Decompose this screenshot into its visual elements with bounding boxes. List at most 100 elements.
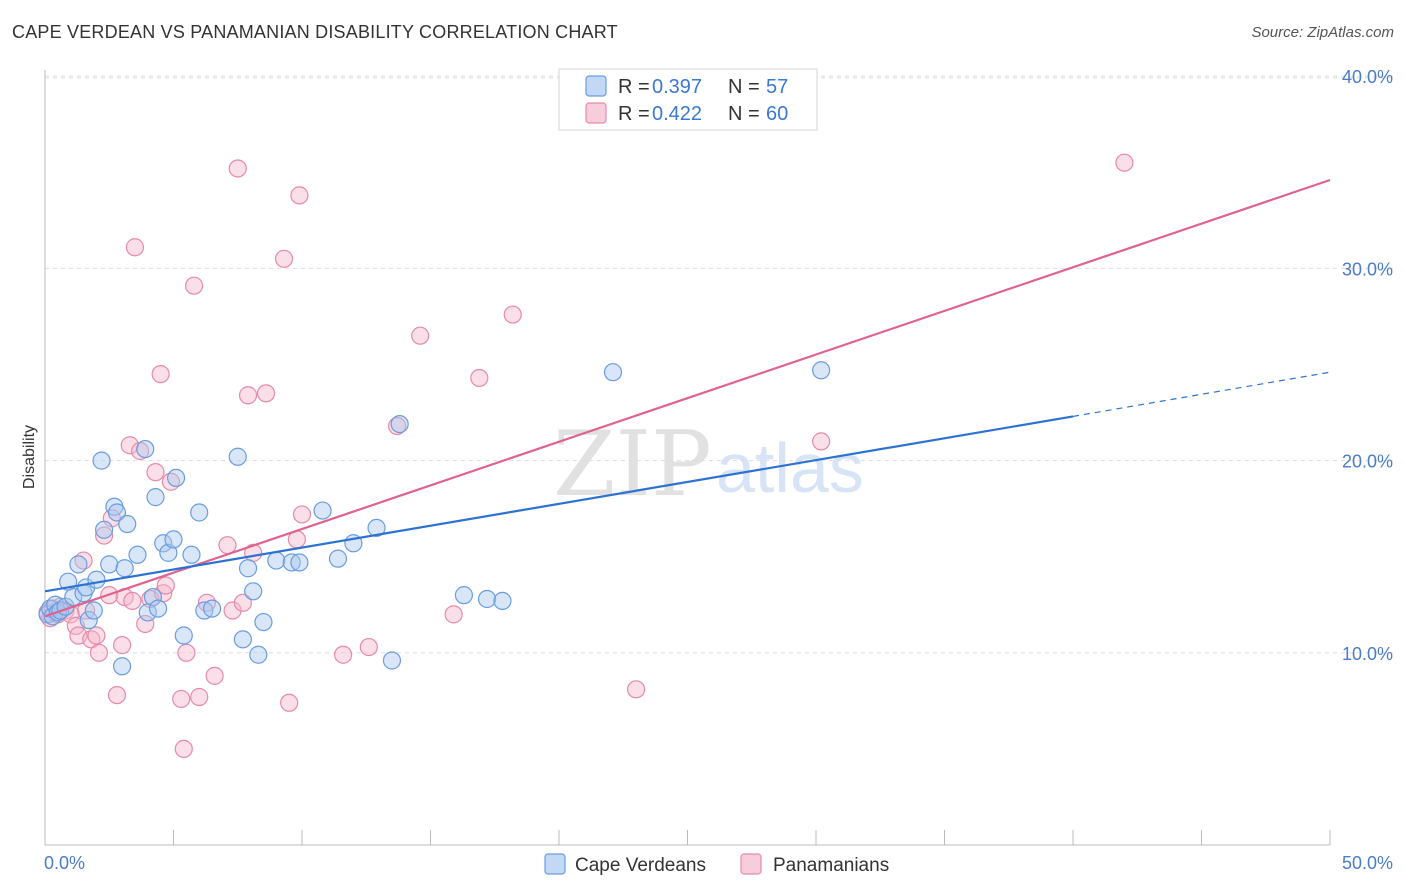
panamanian-point xyxy=(174,739,193,759)
panamanian-point xyxy=(256,384,276,403)
cape-verdean-trend-extension xyxy=(1072,371,1331,417)
cape-verdean-point xyxy=(115,559,134,578)
cape-verdean-point xyxy=(92,451,111,470)
legend-r-value-pink: 0.422 xyxy=(652,103,702,125)
source-label: Source: ZipAtlas.com xyxy=(1251,24,1394,41)
cape-verdean-point xyxy=(233,630,252,649)
x-axis-ticks xyxy=(44,830,1331,845)
cape-verdean-point xyxy=(382,651,402,670)
cape-verdean-point xyxy=(249,645,268,664)
cape-verdean-point xyxy=(166,468,186,488)
cape-verdean-point xyxy=(69,555,88,574)
cape-verdean-point xyxy=(812,361,831,380)
panamanian-point xyxy=(290,186,309,205)
trend-lines xyxy=(44,178,1331,618)
panamanian-point xyxy=(112,636,132,655)
cape-verdean-point xyxy=(328,549,348,568)
y-axis-tick-labels: 10.0% 20.0% 30.0% 40.0% xyxy=(1342,67,1393,664)
panamanian-point xyxy=(156,576,175,595)
legend-n-value-pink: 60 xyxy=(766,103,788,125)
panamanian-point xyxy=(359,637,378,657)
panamanian-point xyxy=(238,386,258,405)
cape-verdean-point xyxy=(95,520,114,539)
watermark-atlas: atlas xyxy=(716,429,864,507)
cape-verdean-point xyxy=(87,570,106,589)
panamanian-point xyxy=(292,505,312,524)
y-tick-label: 10.0% xyxy=(1342,644,1393,664)
cape-verdean-point xyxy=(390,414,409,434)
bottom-legend-label-cape-verdeans: Cape Verdeans xyxy=(575,855,706,876)
cape-verdean-point xyxy=(244,582,263,601)
panamanian-point xyxy=(626,680,646,699)
panamanian-point xyxy=(95,526,114,545)
cape-verdean-point xyxy=(174,626,193,645)
cape-verdean-point xyxy=(128,545,147,564)
panamanian-point xyxy=(107,685,127,705)
panamanian-point xyxy=(123,591,142,611)
cape-verdean-point xyxy=(112,657,132,676)
x-tick-label-min: 0.0% xyxy=(44,853,85,873)
panamanian-point xyxy=(184,276,204,295)
panamanian-point xyxy=(218,536,237,555)
panamanian-point xyxy=(228,159,247,178)
cape-verdean-point xyxy=(267,551,286,570)
panamanian-point xyxy=(146,463,165,482)
cape-verdean-trend-line xyxy=(44,415,1074,593)
panamanian-point xyxy=(274,249,294,268)
cape-verdean-point xyxy=(107,503,127,522)
cape-verdean-point xyxy=(238,559,258,578)
cape-verdean-point xyxy=(154,534,173,553)
panamanian-point xyxy=(812,432,831,451)
panamanian-point xyxy=(387,416,407,436)
legend-swatch-blue xyxy=(585,75,607,97)
cape-verdean-point xyxy=(254,612,273,632)
cape-verdean-point xyxy=(477,589,497,609)
cape-verdean-point xyxy=(182,545,201,564)
cape-verdean-point xyxy=(228,447,247,466)
cape-verdean-point xyxy=(493,591,512,611)
panamanian-point xyxy=(470,368,489,388)
panamanian-point xyxy=(89,643,109,662)
panamanian-point xyxy=(1115,153,1134,172)
cape-verdean-point xyxy=(164,530,183,549)
legend-box: R = 0.397 N = 57 R = 0.422 N = 60 xyxy=(558,68,818,131)
panamanian-point xyxy=(223,601,242,620)
panamanian-point xyxy=(136,614,155,634)
y-tick-label: 30.0% xyxy=(1342,259,1393,279)
panamanian-point xyxy=(151,365,170,384)
cape-verdean-point xyxy=(143,587,163,607)
panamanian-point xyxy=(87,626,106,645)
y-tick-label: 20.0% xyxy=(1342,452,1393,472)
cape-verdean-point xyxy=(84,601,103,620)
panamanian-point xyxy=(190,687,209,707)
y-axis-title: Disability xyxy=(21,425,38,489)
panamanian-point xyxy=(205,666,224,685)
bottom-legend-swatch-cape-verdeans xyxy=(544,853,566,875)
panamanian-point xyxy=(120,436,139,455)
cape-verdean-point xyxy=(100,555,119,574)
legend-n-value-blue: 57 xyxy=(766,76,788,98)
panamanian-point xyxy=(411,326,430,345)
cape-verdean-point xyxy=(148,599,168,618)
legend-r-label-blue: R = xyxy=(618,76,650,98)
cape-verdean-point xyxy=(290,553,309,572)
legend-n-label-blue: N = xyxy=(728,76,760,98)
bottom-legend-swatch-panamanians xyxy=(740,853,762,875)
cape-verdean-point xyxy=(454,586,474,605)
cape-verdean-point xyxy=(367,518,386,537)
cape-verdean-point xyxy=(136,439,155,459)
cape-verdean-point xyxy=(190,503,209,522)
panamanian-point xyxy=(233,593,252,612)
cape-verdean-point xyxy=(603,363,623,382)
panamanian-point xyxy=(172,689,191,709)
legend-r-value-blue: 0.397 xyxy=(652,76,702,98)
panamanian-point xyxy=(125,238,145,257)
panamanian-trend-line xyxy=(44,178,1331,618)
panamanian-point xyxy=(444,605,463,624)
panamanian-point xyxy=(334,645,353,664)
legend-swatch-pink xyxy=(585,102,607,124)
series-cape-verdeans-points xyxy=(38,361,831,676)
cape-verdean-point xyxy=(146,488,165,507)
cape-verdean-point xyxy=(313,501,332,520)
